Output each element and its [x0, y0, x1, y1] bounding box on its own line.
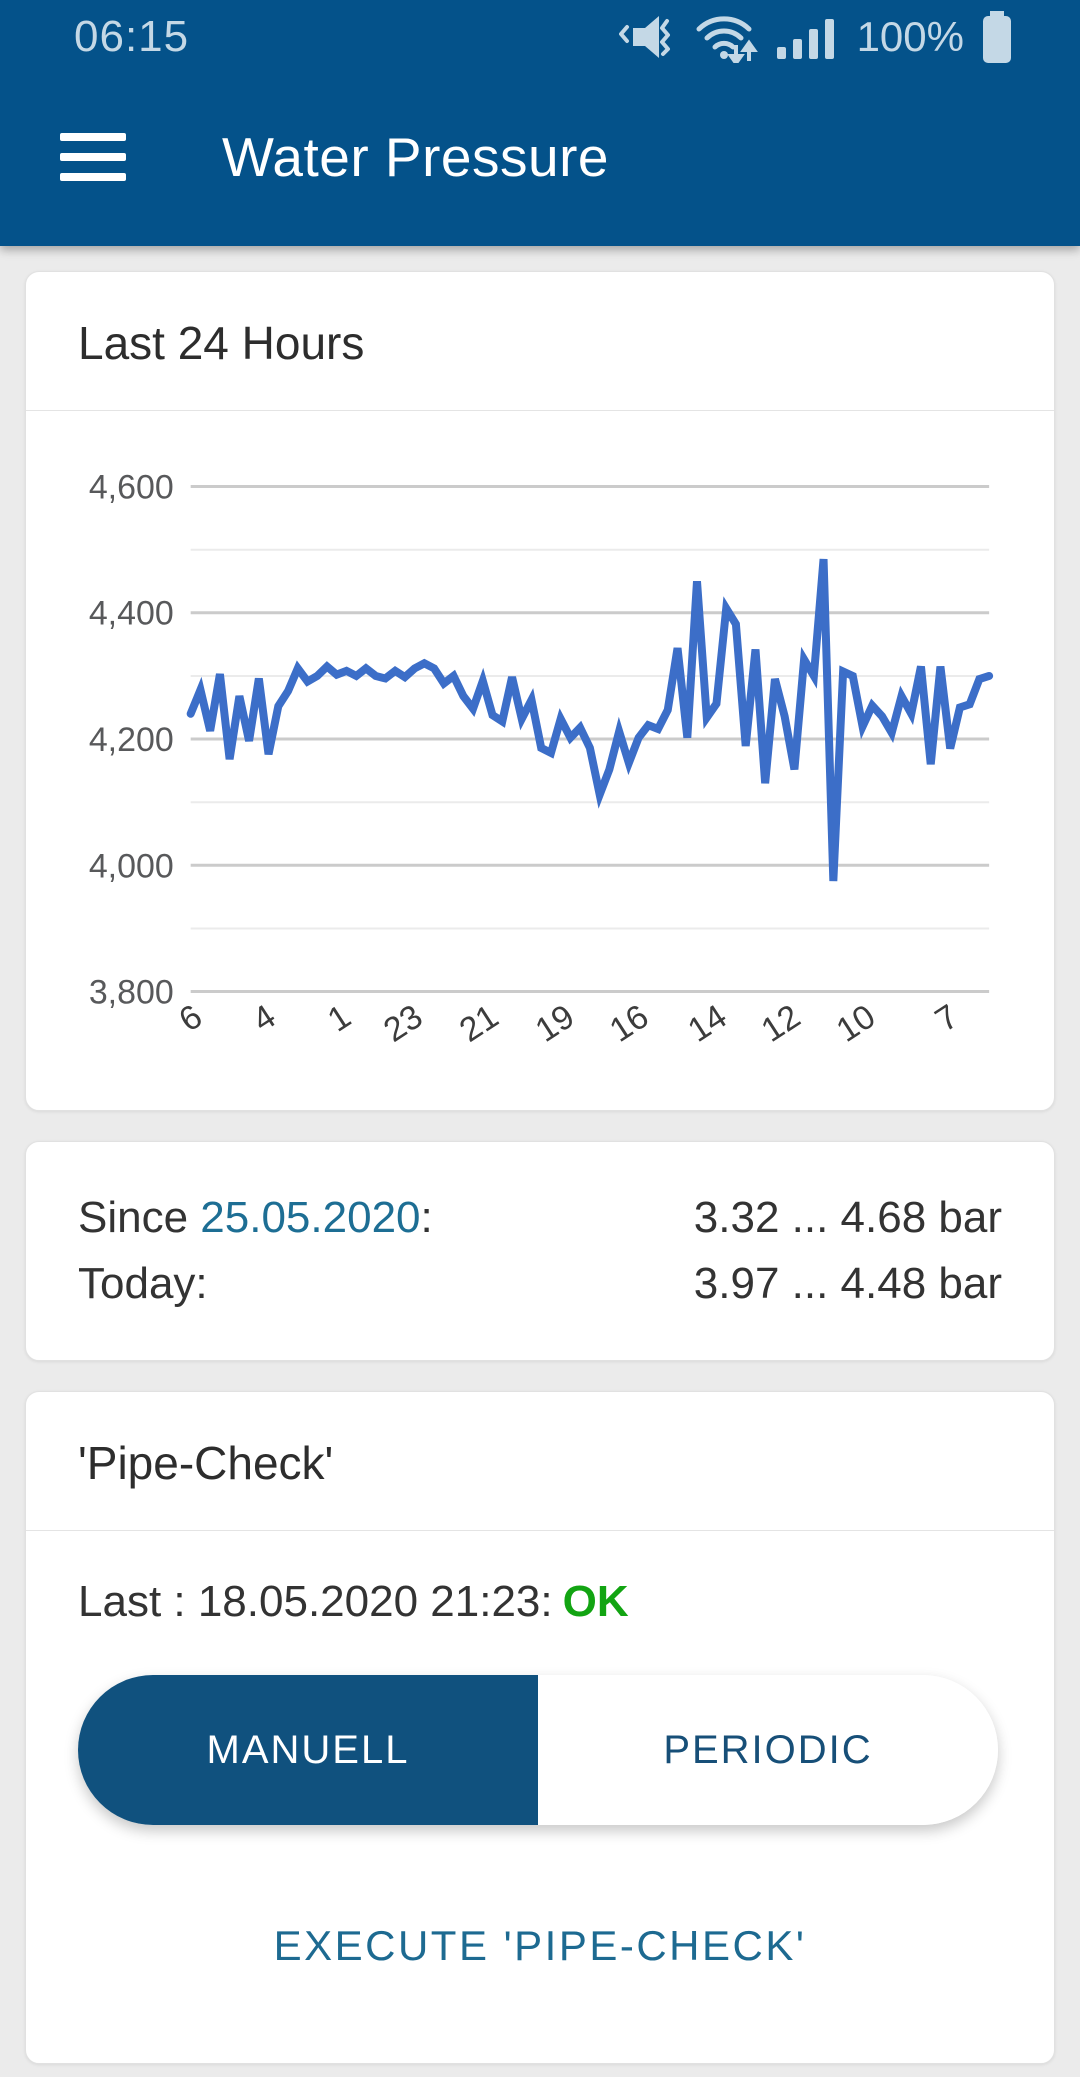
svg-text:3,800: 3,800	[89, 974, 174, 1012]
stats-label-today: Today:	[78, 1251, 208, 1317]
vibrate-icon	[618, 13, 677, 61]
stats-row-since: Since 25.05.2020: 3.32 ... 4.68 bar	[78, 1185, 1002, 1251]
svg-text:16: 16	[603, 997, 655, 1049]
status-bar: 06:15	[0, 0, 1080, 68]
svg-text:4,200: 4,200	[89, 721, 174, 759]
svg-text:4,600: 4,600	[89, 469, 174, 507]
svg-text:12: 12	[755, 997, 807, 1049]
since-range-value: 3.32 ... 4.68 bar	[693, 1193, 1002, 1242]
svg-text:4,400: 4,400	[89, 595, 174, 633]
app-bar: Water Pressure	[0, 68, 1080, 246]
pipe-check-card: 'Pipe-Check' Last : 18.05.2020 21:23: OK …	[25, 1391, 1055, 2064]
svg-text:21: 21	[453, 997, 505, 1049]
last-check-label: Last : 18.05.2020 21:23:	[78, 1577, 553, 1626]
top-bars: 06:15	[0, 0, 1080, 246]
chart-card-title: Last 24 Hours	[78, 317, 365, 369]
svg-text:4,000: 4,000	[89, 847, 174, 885]
stats-card: Since 25.05.2020: 3.32 ... 4.68 bar Toda…	[25, 1141, 1055, 1361]
check-mode-toggle: MANUELL PERIODIC	[78, 1675, 998, 1825]
menu-icon[interactable]	[60, 133, 126, 181]
svg-text:14: 14	[681, 997, 733, 1049]
today-range-value: 3.97 ... 4.48 bar	[693, 1259, 1002, 1308]
content: Last 24 Hours 4,600 4,400 4,200 4,000 3,800 6…	[0, 246, 1080, 2064]
battery-percent: 100%	[856, 13, 964, 60]
svg-text:23: 23	[377, 997, 429, 1049]
status-icons: 100%	[618, 9, 1014, 65]
svg-text:1: 1	[321, 997, 358, 1039]
svg-text:19: 19	[529, 997, 581, 1049]
page-title: Water Pressure	[222, 126, 610, 188]
status-badge: OK	[562, 1577, 629, 1626]
stats-row-today: Today: 3.97 ... 4.48 bar	[78, 1251, 1002, 1317]
svg-text:10: 10	[830, 997, 882, 1049]
svg-text:4: 4	[246, 997, 283, 1039]
wifi-icon	[693, 11, 759, 63]
pipe-check-title: 'Pipe-Check'	[78, 1437, 334, 1489]
signal-icon	[775, 13, 837, 61]
svg-text:7: 7	[929, 997, 966, 1039]
stats-label-since: Since 25.05.2020:	[78, 1185, 433, 1251]
periodic-mode-button[interactable]: PERIODIC	[538, 1675, 998, 1825]
chart-card: Last 24 Hours 4,600 4,400 4,200 4,000 3,800 6…	[25, 271, 1055, 1111]
execute-pipe-check-button[interactable]: EXECUTE 'PIPE-CHECK'	[268, 1921, 813, 1971]
since-date-link[interactable]: 25.05.2020	[200, 1193, 421, 1242]
svg-text:6: 6	[172, 997, 209, 1039]
last-check-row: Last : 18.05.2020 21:23: OK	[26, 1531, 1054, 1627]
battery-icon	[980, 9, 1014, 65]
since-suffix: :	[420, 1193, 433, 1242]
divider	[26, 1530, 1054, 1531]
divider	[26, 410, 1054, 411]
today-prefix: Today:	[78, 1259, 208, 1308]
status-time: 06:15	[74, 12, 190, 61]
manual-mode-button[interactable]: MANUELL	[78, 1675, 538, 1825]
since-prefix: Since	[78, 1193, 201, 1242]
